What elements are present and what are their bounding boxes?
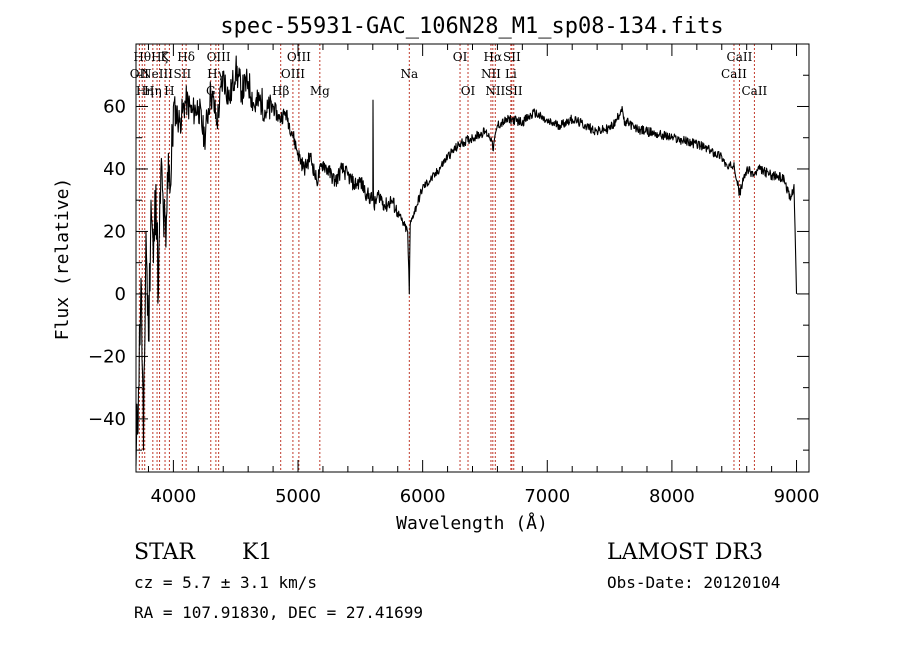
line-marker-label: CaII <box>721 67 747 81</box>
line-marker-label: Li <box>505 67 517 81</box>
line-marker-label: Hα <box>484 50 503 64</box>
line-marker-label: Hβ <box>272 84 289 98</box>
y-tick-label: 60 <box>103 96 126 117</box>
line-marker-labels: OIIHθHηHηNeIIIHζKHSIIHδGHγOIIIHβOIIIOIII… <box>130 50 768 98</box>
x-tick-label: 4000 <box>150 486 196 507</box>
line-marker-label: Hη <box>136 84 154 98</box>
chart-title: spec-55931-GAC_106N28_M1_sp08-134.fits <box>220 14 723 39</box>
line-marker-label: OIII <box>287 50 311 64</box>
line-marker-label: K <box>161 50 171 64</box>
x-tick-label: 6000 <box>400 486 446 507</box>
line-marker-label: OI <box>461 84 476 98</box>
y-axis-label: Flux (relative) <box>52 178 73 341</box>
line-marker-label: NII <box>481 67 501 81</box>
line-markers <box>138 44 755 472</box>
line-marker-label: Hγ <box>207 67 225 81</box>
line-marker-label: H <box>164 84 174 98</box>
y-tick-label: 0 <box>115 284 126 305</box>
y-tick-label: 20 <box>103 221 126 242</box>
redshift-cz: cz = 5.7 ± 3.1 km/s <box>134 573 318 592</box>
spectrum-line <box>135 55 798 466</box>
x-tick-label: 7000 <box>524 486 570 507</box>
line-marker-label: NII <box>485 84 505 98</box>
y-tick-label: 40 <box>103 159 126 180</box>
line-marker-label: SII <box>503 50 521 64</box>
line-marker-label: Mg <box>310 84 330 98</box>
survey-name: LAMOST DR3 <box>607 540 763 565</box>
axis-tick-labels: 4000 5000 6000 7000 8000 9000 −40 −20 0 20 40 60 <box>88 96 819 507</box>
line-marker-label: OI <box>453 50 468 64</box>
x-axis-label: Wavelength (Å) <box>396 512 548 534</box>
object-class: STAR <box>134 540 195 565</box>
line-marker-label: OII <box>130 67 150 81</box>
line-marker-label: SII <box>505 84 523 98</box>
line-marker-label: Hζ <box>151 50 168 64</box>
coordinates: RA = 107.91830, DEC = 27.41699 <box>134 603 423 622</box>
line-marker-label: SII <box>174 67 192 81</box>
line-marker-label: OIII <box>207 50 231 64</box>
line-marker-label: Na <box>400 67 418 81</box>
x-tick-label: 8000 <box>649 486 695 507</box>
line-marker-label: Hθ <box>133 50 151 64</box>
x-tick-label: 9000 <box>774 486 820 507</box>
line-marker-label: CaII <box>727 50 753 64</box>
line-marker-label: OIII <box>281 67 305 81</box>
object-subclass: K1 <box>242 540 273 565</box>
line-marker-label: Hη <box>144 84 162 98</box>
observation-date: Obs-Date: 20120104 <box>607 573 781 592</box>
plot-frame <box>135 43 810 473</box>
axis-ticks <box>136 44 809 472</box>
line-marker-label: Hδ <box>177 50 195 64</box>
line-marker-label: CaII <box>741 84 767 98</box>
y-tick-label: −20 <box>88 346 126 367</box>
x-tick-label: 5000 <box>275 486 321 507</box>
y-tick-label: −40 <box>88 409 126 430</box>
line-marker-label: NeIII <box>141 67 173 81</box>
